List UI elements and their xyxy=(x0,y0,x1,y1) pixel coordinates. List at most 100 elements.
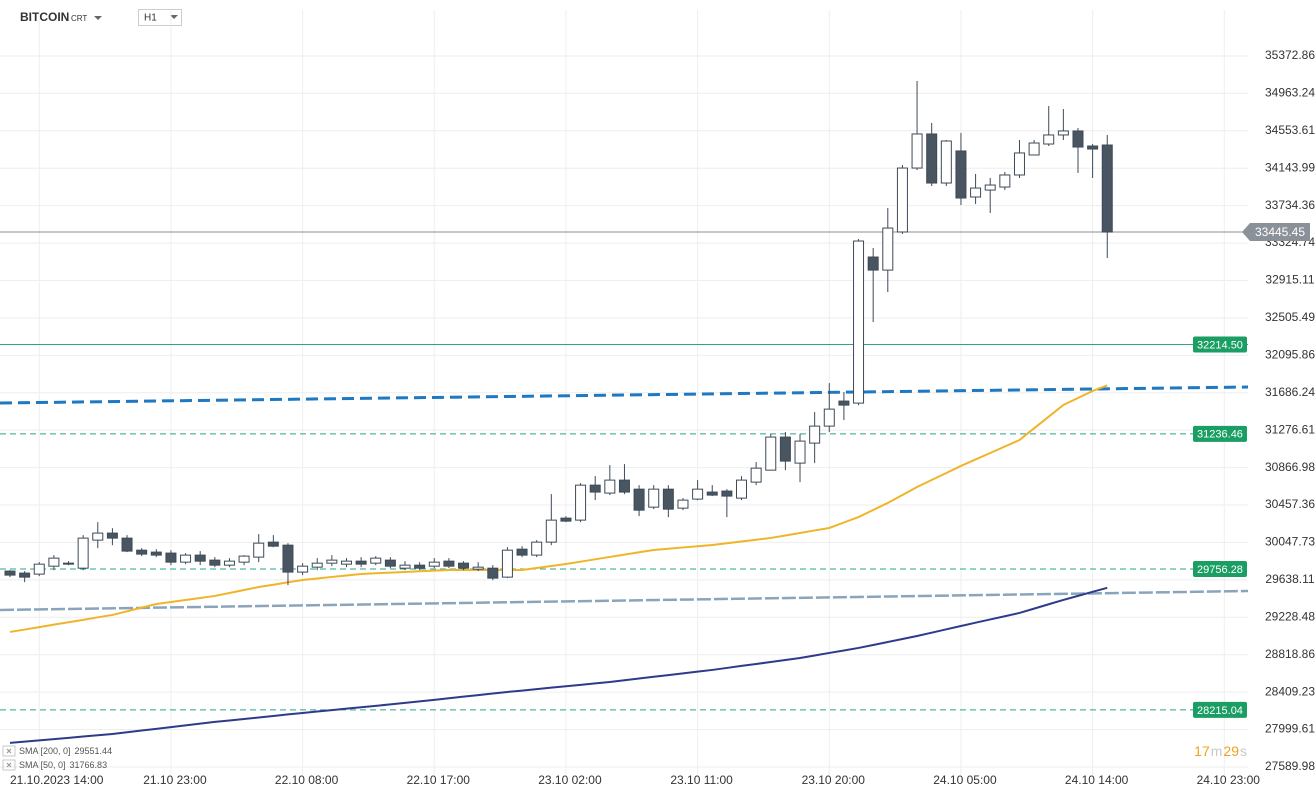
candle-body-up xyxy=(604,479,616,494)
x-tick-label: 21.10.2023 14:00 xyxy=(10,773,104,787)
y-tick-label: 31686.24 xyxy=(1265,385,1315,399)
y-tick-label: 34553.61 xyxy=(1265,123,1315,137)
timer: 17m29s xyxy=(1194,743,1247,759)
legend-icon xyxy=(6,762,12,768)
legend-icon xyxy=(6,748,12,754)
candle-body-down xyxy=(955,150,967,199)
legend-box xyxy=(2,759,16,771)
candle-body-up xyxy=(809,425,821,444)
candle-body-up xyxy=(750,467,762,483)
y-tick-label: 28818.86 xyxy=(1265,647,1315,661)
candle-body-down xyxy=(589,484,601,493)
candle-body-down xyxy=(633,488,645,511)
symbol-suffix: CRT xyxy=(71,14,87,23)
candle-body-down xyxy=(150,551,162,556)
candle-body-down xyxy=(618,479,630,493)
level-badge xyxy=(1193,336,1247,353)
y-tick-label: 30457.36 xyxy=(1265,497,1315,511)
candle-body-up xyxy=(1013,152,1025,176)
x-tick-label: 23.10 11:00 xyxy=(670,773,733,787)
x-tick-label: 23.10 20:00 xyxy=(802,773,866,787)
candle-body-down xyxy=(1087,145,1099,150)
candle-body-down xyxy=(926,133,938,184)
level-label: 32214.50 xyxy=(1197,339,1243,351)
candle-body-down xyxy=(106,532,118,539)
level-label: 29756.28 xyxy=(1197,564,1243,576)
y-tick-label: 34143.99 xyxy=(1265,160,1315,174)
candle-body-down xyxy=(282,544,294,573)
candle-body-up xyxy=(911,133,923,169)
symbol-dropdown[interactable] xyxy=(94,16,102,20)
trendline xyxy=(0,589,1249,612)
x-tick-label: 21.10 23:00 xyxy=(143,773,207,787)
candle-body-up xyxy=(238,555,250,563)
candle-body-down xyxy=(194,554,206,562)
timer-part: 17 xyxy=(1194,743,1210,759)
legend-box xyxy=(2,745,16,757)
y-tick-label: 32095.86 xyxy=(1265,348,1315,362)
x-tick-label: 22.10 08:00 xyxy=(275,773,339,787)
candle-body-up xyxy=(77,537,89,569)
candle-body-up xyxy=(823,408,835,427)
timeframe-dropdown xyxy=(170,15,178,19)
candle-body-up xyxy=(794,440,806,464)
candle-body-down xyxy=(384,559,396,567)
y-tick-label: 32505.49 xyxy=(1265,310,1315,324)
candle-body-up xyxy=(326,559,338,564)
candle-body-up xyxy=(48,557,60,567)
y-tick-label: 31276.61 xyxy=(1265,422,1315,436)
candle-body-down xyxy=(458,562,470,569)
candle-body-down xyxy=(867,256,879,271)
trendline xyxy=(0,385,1249,405)
candle-body-up xyxy=(311,562,323,568)
legend-name: SMA [200, 0] xyxy=(19,746,71,756)
candle-body-up xyxy=(545,519,557,543)
candle-body-down xyxy=(706,491,718,496)
sma-line xyxy=(9,586,1108,744)
candle-body-down xyxy=(487,567,499,579)
candle-body-up xyxy=(531,541,543,556)
y-tick-label: 27589.98 xyxy=(1265,759,1315,773)
candle-body-down xyxy=(19,572,31,578)
y-tick-label: 35372.86 xyxy=(1265,48,1315,62)
level-label: 28215.04 xyxy=(1197,705,1243,717)
candle-body-up xyxy=(340,560,352,565)
timer-part: m xyxy=(1211,743,1223,759)
candle-body-up xyxy=(575,484,587,521)
candle-body-down xyxy=(121,537,133,552)
current-price-label: 33445.45 xyxy=(1255,225,1305,239)
candle-body-up xyxy=(882,227,894,271)
timer-part: 29 xyxy=(1223,743,1239,759)
x-tick-label: 24.10 23:00 xyxy=(1197,773,1261,787)
candle-body-up xyxy=(223,560,235,566)
legend-entry: SMA [50, 0] 31766.83 xyxy=(19,760,107,770)
candle-body-up xyxy=(970,187,982,198)
candle-body-up xyxy=(984,184,996,191)
candle-body-up xyxy=(677,499,689,509)
candle-body-down xyxy=(560,517,572,522)
candle-body-down xyxy=(838,400,850,406)
x-tick-label: 23.10 02:00 xyxy=(538,773,602,787)
candle-body-up xyxy=(940,140,952,184)
y-tick-label: 28409.23 xyxy=(1265,684,1315,698)
level-label: 31236.46 xyxy=(1197,429,1243,441)
candle-body-up xyxy=(399,564,411,569)
candle-body-up xyxy=(853,240,865,404)
y-tick-label: 30047.73 xyxy=(1265,535,1315,549)
level-badge xyxy=(1193,561,1247,578)
candle-body-down xyxy=(136,549,148,555)
y-tick-label: 27999.61 xyxy=(1265,722,1315,736)
current-price-badge xyxy=(1242,223,1310,242)
legend-name: SMA [50, 0] xyxy=(19,760,66,770)
y-tick-label: 34963.24 xyxy=(1265,86,1315,100)
y-tick-label: 29638.11 xyxy=(1265,572,1314,586)
candle-body-down xyxy=(267,541,279,547)
candle-body-up xyxy=(472,566,484,570)
plot xyxy=(0,10,1249,775)
candle-body-down xyxy=(165,552,177,563)
candle-body-down xyxy=(1072,130,1084,148)
candle-body-up xyxy=(297,565,309,573)
